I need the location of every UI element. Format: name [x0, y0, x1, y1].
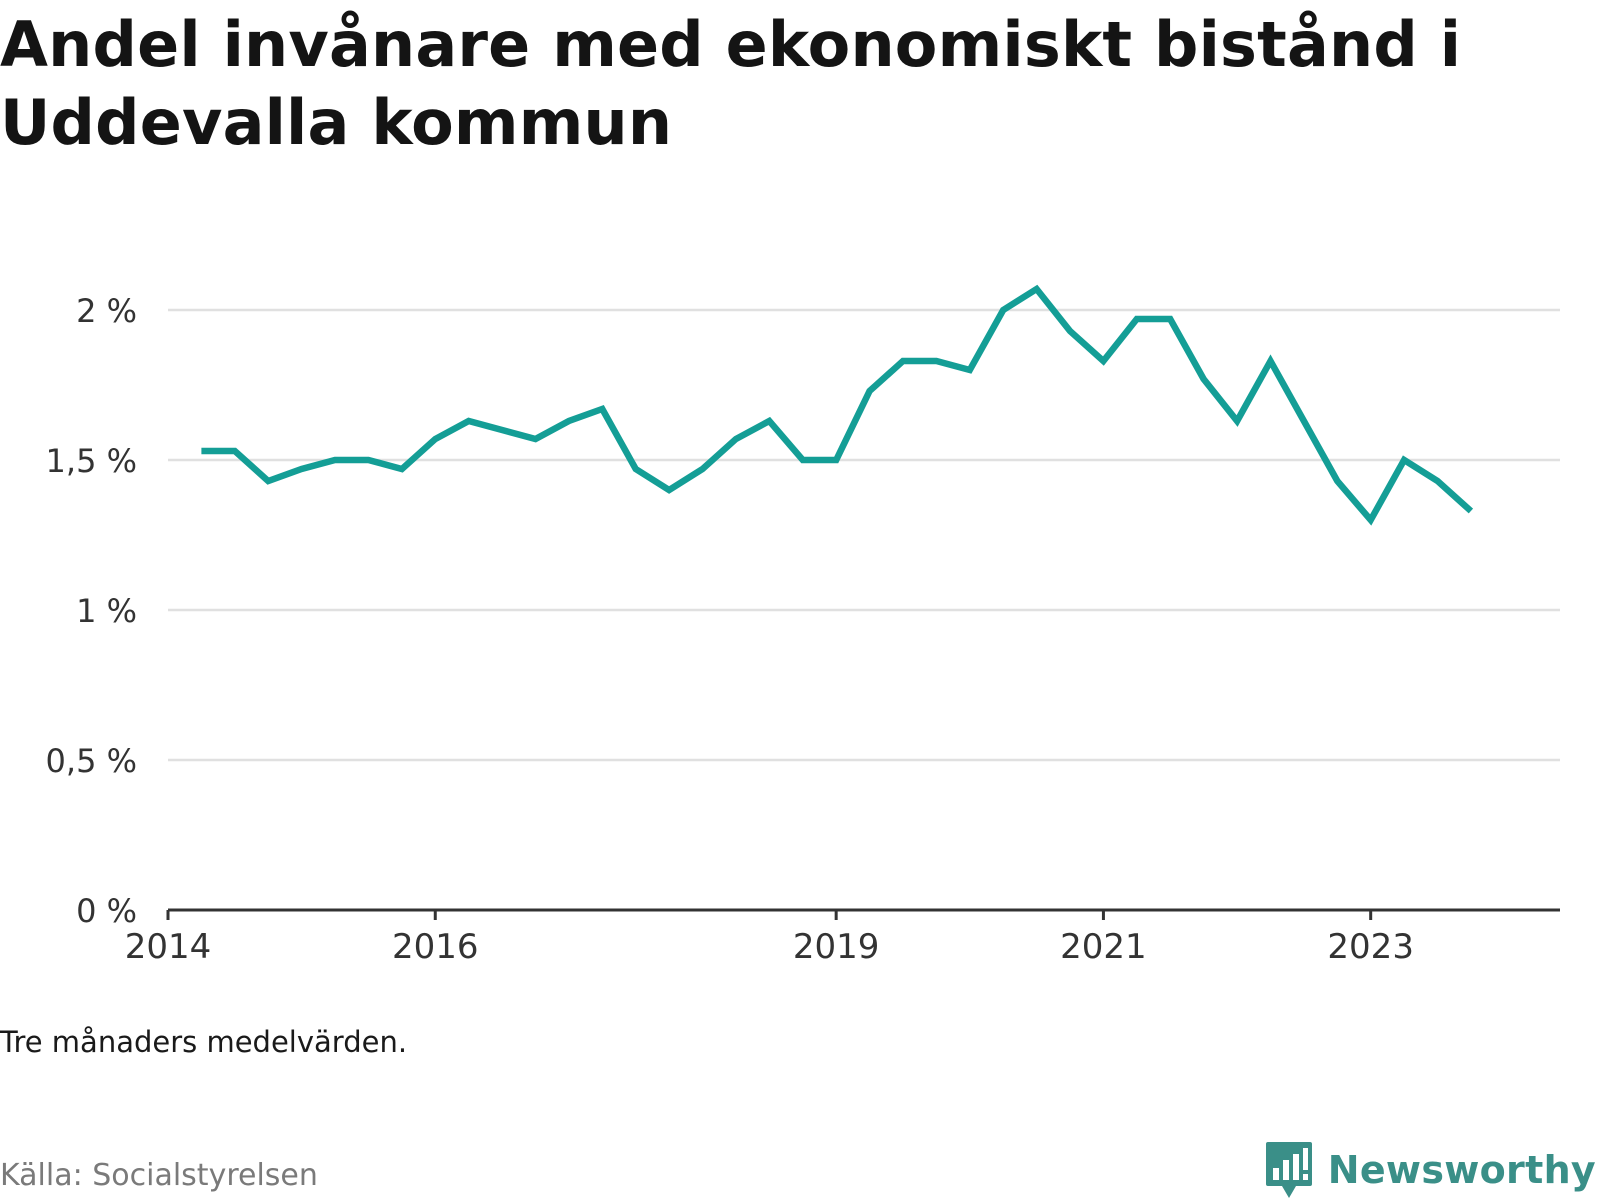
x-tick-label: 2014: [125, 927, 212, 967]
y-tick-label: 0,5 %: [46, 742, 137, 780]
series-line: [201, 284, 1474, 526]
x-tick-label: 2019: [793, 927, 880, 967]
chart-title: Andel invånare med ekonomiskt bistånd i …: [0, 8, 1462, 159]
x-tick-label: 2016: [392, 927, 479, 967]
source-credit: Källa: Socialstyrelsen: [0, 1158, 318, 1193]
x-axis: 2014 2016 2019 2021 2023: [125, 908, 1560, 967]
brand-name: Newsworthy: [1327, 1148, 1596, 1192]
y-tick-label: 2 %: [76, 292, 137, 330]
line-chart: 0 % 0,5 % 1 % 1,5 % 2 % 2014 2016 2019 2021 2023: [46, 284, 1560, 967]
x-tick-label: 2021: [1060, 927, 1147, 967]
series-group: [201, 284, 1474, 526]
x-tick-label: 2023: [1327, 927, 1414, 967]
brand-logo: Newsworthy: [1264, 1140, 1596, 1200]
y-axis-tick-labels: 0 % 0,5 % 1 % 1,5 % 2 %: [46, 292, 137, 930]
newsworthy-bar-chart-logo-icon: [1265, 1142, 1312, 1198]
grid-lines: [168, 308, 1560, 762]
y-tick-label: 1 %: [76, 592, 137, 630]
chart-note: Tre månaders medelvärden.: [0, 1025, 408, 1059]
y-tick-label: 0 %: [76, 892, 137, 930]
y-tick-label: 1,5 %: [46, 442, 137, 480]
